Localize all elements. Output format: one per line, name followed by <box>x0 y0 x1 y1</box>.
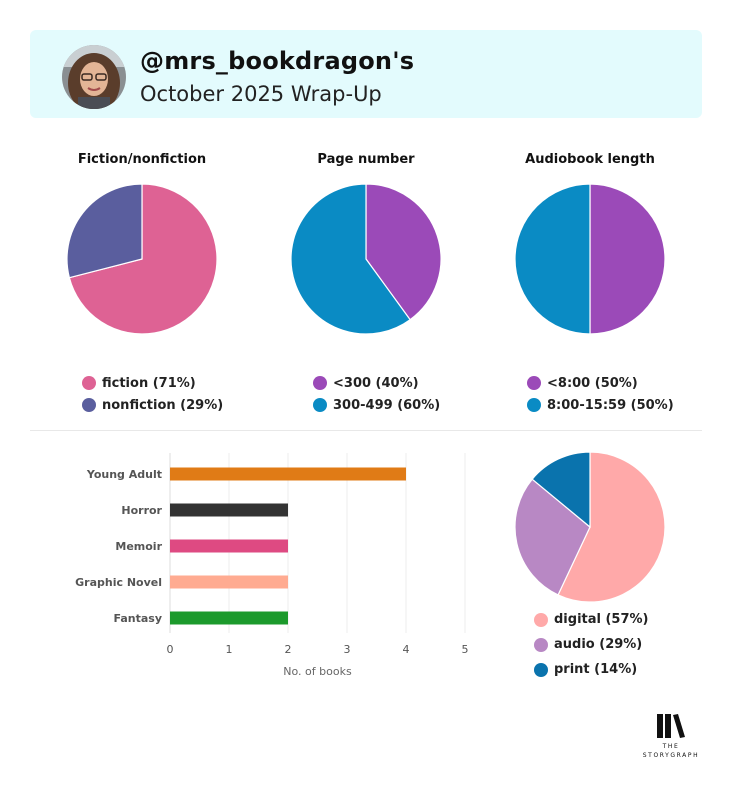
bar-chart-genres: 0 1 2 3 4 5 Young Adult Horror Memoir Graphic Nov… <box>75 453 469 678</box>
legend-fiction: fiction (71%) nonfiction (29%) <box>82 372 223 416</box>
bar <box>170 467 406 481</box>
username: @mrs_bookdragon's <box>140 47 415 75</box>
x-axis-title: No. of books <box>283 665 352 678</box>
pie-slice <box>531 451 591 529</box>
wrap-up-title: October 2025 Wrap-Up <box>140 82 382 106</box>
x-tick-label: 5 <box>462 643 469 656</box>
pie-slice <box>66 183 143 279</box>
legend-label: 8:00-15:59 (50%) <box>547 397 674 413</box>
legend-item: <300 (40%) <box>313 372 440 394</box>
legend-swatch <box>527 376 541 390</box>
legend-item: 8:00-15:59 (50%) <box>527 394 674 416</box>
legend-item: fiction (71%) <box>82 372 223 394</box>
bar <box>170 539 288 553</box>
section-divider <box>30 430 702 431</box>
storygraph-logo: THE STORYGRAPH <box>636 712 706 759</box>
pie-slice <box>514 478 591 596</box>
legend-item: nonfiction (29%) <box>82 394 223 416</box>
bar-category-label: Graphic Novel <box>75 576 162 589</box>
logo-text-storygraph: STORYGRAPH <box>642 752 700 759</box>
pie-slice <box>365 183 442 321</box>
logo-text-the: THE <box>662 743 680 750</box>
bar-category-label: Horror <box>121 504 162 517</box>
pie-title-page-number: Page number <box>317 152 415 167</box>
x-tick-label: 1 <box>226 643 233 656</box>
legend-label: nonfiction (29%) <box>102 397 224 413</box>
pie-chart-fiction <box>66 183 218 335</box>
bar <box>170 611 288 625</box>
pie-slice <box>589 183 666 335</box>
legend-label: digital (57%) <box>554 612 649 627</box>
pie-chart-format <box>514 451 666 603</box>
pie-chart-audiobook-length <box>514 183 666 335</box>
bar-category-label: Memoir <box>115 540 162 553</box>
x-tick-label: 4 <box>403 643 410 656</box>
pie-title-fiction: Fiction/nonfiction <box>77 152 207 167</box>
legend-swatch <box>82 398 96 412</box>
x-tick-label: 3 <box>344 643 351 656</box>
legend-swatch <box>534 637 548 652</box>
pie-title-audiobook-length: Audiobook length <box>525 152 655 167</box>
legend-label: <300 (40%) <box>333 375 419 391</box>
x-tick-label: 0 <box>167 643 174 656</box>
pie-slice <box>557 451 666 603</box>
legend-item: audio (29%) <box>534 632 649 657</box>
bar-category-label: Young Adult <box>86 468 162 481</box>
legend-label: 300-499 (60%) <box>333 397 441 413</box>
legend-swatch <box>313 398 327 412</box>
pie-slice <box>290 183 411 335</box>
header-banner: @mrs_bookdragon's October 2025 Wrap-Up <box>30 30 702 118</box>
legend-swatch <box>534 662 548 677</box>
avatar <box>62 45 126 109</box>
legend-audiobook-length: <8:00 (50%) 8:00-15:59 (50%) <box>527 372 674 416</box>
bar <box>170 503 288 517</box>
pie-slice <box>514 183 591 335</box>
legend-swatch <box>534 612 548 627</box>
pie-slice <box>68 183 218 335</box>
legend-swatch <box>82 376 96 390</box>
legend-label: print (14%) <box>554 662 638 677</box>
x-tick-label: 2 <box>285 643 292 656</box>
legend-format: digital (57%) audio (29%) print (14%) <box>534 607 649 682</box>
legend-swatch <box>527 398 541 412</box>
legend-item: digital (57%) <box>534 607 649 632</box>
legend-label: audio (29%) <box>554 637 643 652</box>
pie-chart-page-number <box>290 183 442 335</box>
bar-category-label: Fantasy <box>113 612 162 625</box>
bar <box>170 575 288 589</box>
legend-item: <8:00 (50%) <box>527 372 674 394</box>
legend-page-number: <300 (40%) 300-499 (60%) <box>313 372 440 416</box>
books-icon <box>657 714 685 738</box>
legend-swatch <box>313 376 327 390</box>
legend-label: fiction (71%) <box>102 375 196 391</box>
legend-label: <8:00 (50%) <box>547 375 638 391</box>
legend-item: 300-499 (60%) <box>313 394 440 416</box>
legend-item: print (14%) <box>534 657 649 682</box>
